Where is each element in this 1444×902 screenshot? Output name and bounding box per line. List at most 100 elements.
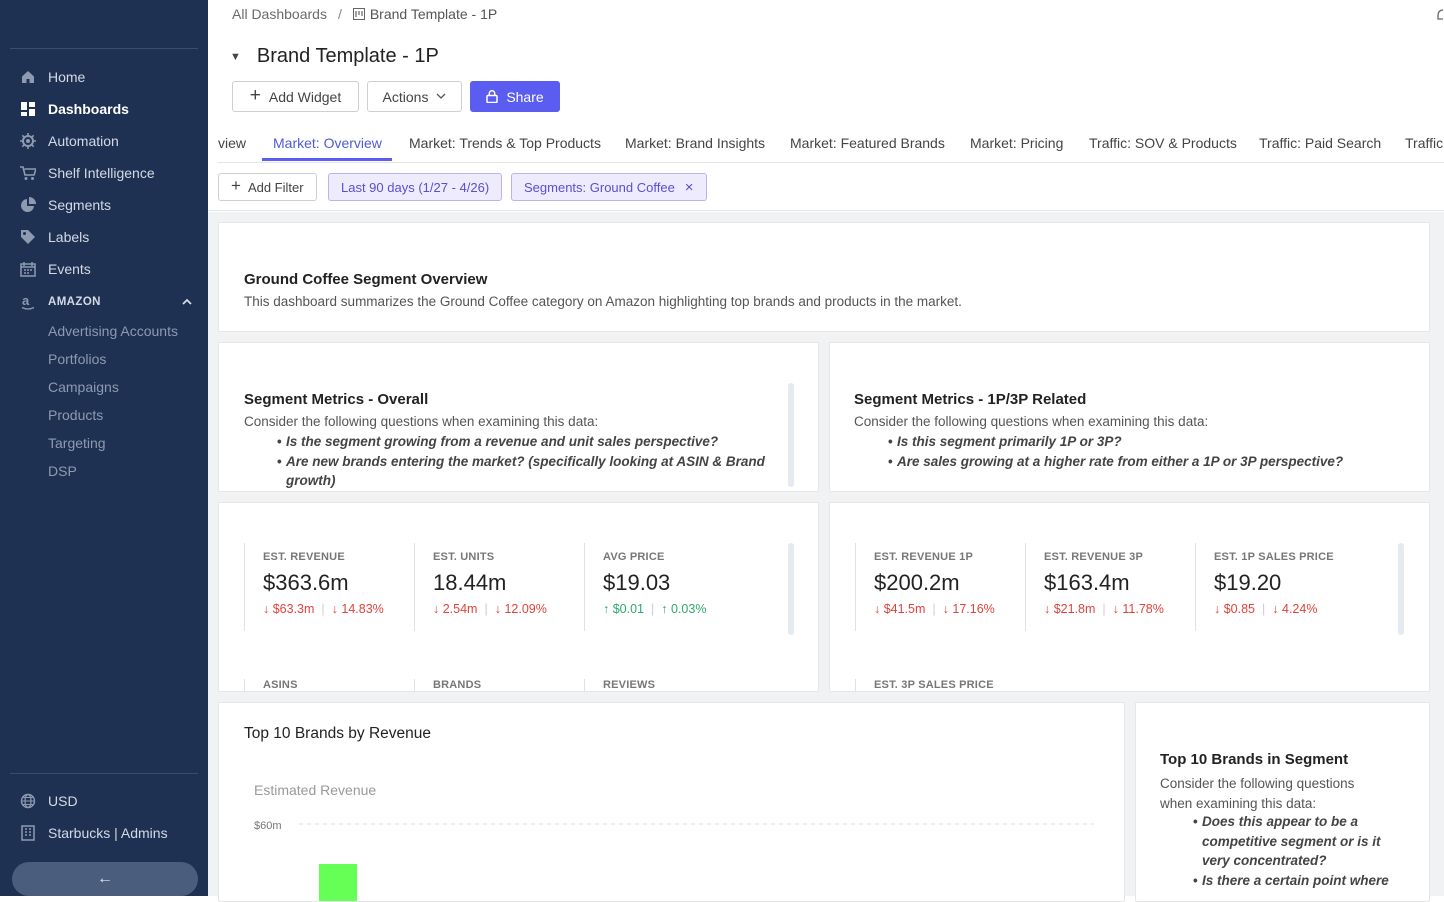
metric-value: $200.2m	[874, 570, 960, 595]
card-title: Top 10 Brands by Revenue	[244, 725, 431, 742]
page-title: Brand Template - 1P	[256, 45, 439, 67]
tab-traffic-paid-search[interactable]: Traffic: Paid Search	[1259, 135, 1382, 151]
tab-market-featured-brands[interactable]: Market: Featured Brands	[790, 135, 945, 151]
actions-button[interactable]: Actions	[367, 81, 462, 112]
tab-previous[interactable]: view	[218, 135, 247, 151]
tab-market-pricing[interactable]: Market: Pricing	[970, 135, 1064, 151]
nav-label: USD	[48, 793, 78, 809]
nav-sub-campaigns[interactable]: Campaigns	[48, 379, 119, 395]
metric-label: EST. UNITS	[433, 551, 495, 563]
plus-icon: +	[249, 84, 261, 106]
nav-label: Starbucks | Admins	[48, 825, 168, 841]
revenue-bar-chart: Estimated Revenue $60m	[254, 782, 1094, 902]
bar[interactable]	[319, 864, 357, 902]
nav-sub-targeting[interactable]: Targeting	[48, 435, 106, 451]
chevron-down-icon	[436, 93, 446, 100]
scrollbar[interactable]	[788, 543, 794, 635]
cart-icon	[20, 165, 36, 181]
nav-label: Home	[48, 69, 86, 85]
nav-automation[interactable]: Automation	[20, 131, 119, 151]
dashboard-icon	[352, 8, 365, 20]
nav-label: Automation	[48, 133, 119, 149]
nav-dashboards[interactable]: Dashboards	[20, 99, 129, 119]
dashboard-tabs: view Market: Overview Market: Trends & T…	[218, 122, 1444, 163]
add-filter-button[interactable]: + Add Filter	[218, 173, 317, 201]
nav-label: Events	[48, 261, 91, 277]
question-item: Is the segment growing from a revenue an…	[277, 432, 786, 452]
chevron-up-icon	[182, 296, 192, 308]
tab-market-overview[interactable]: Market: Overview	[273, 135, 382, 151]
nav-sub-advertising-accounts[interactable]: Advertising Accounts	[48, 323, 178, 339]
change-abs: ↓ 2.54m	[433, 602, 478, 616]
metric-est-1p-sales-price: EST. 1P SALES PRICE $19.20 ↓ $0.85 | ↓ 4.2…	[1195, 543, 1364, 631]
change-pct: ↑ 0.03%	[661, 602, 707, 616]
nav-sub-dsp[interactable]: DSP	[48, 463, 77, 479]
question-item: Is this segment primarily 1P or 3P?	[888, 432, 1417, 452]
segment-filter[interactable]: Segments: Ground Coffee ×	[511, 173, 707, 201]
tab-market-trends[interactable]: Market: Trends & Top Products	[409, 135, 601, 151]
nav-labels[interactable]: Labels	[20, 227, 89, 247]
change-pct: ↓ 12.09%	[494, 602, 547, 616]
gear-icon	[20, 133, 36, 149]
dashboard-canvas: Ground Coffee Segment Overview This dash…	[208, 212, 1444, 902]
change-pct: ↓ 17.16%	[942, 602, 995, 616]
metrics-overall-widget: EST. REVENUE $363.6m ↓ $63.3m | ↓ 14.83% E…	[218, 502, 819, 692]
metric-label: EST. REVENUE 1P	[874, 551, 973, 563]
card-intro: Consider the following questions when ex…	[1160, 776, 1355, 811]
metric-est-units: EST. UNITS 18.44m ↓ 2.54m | ↓ 12.09%	[414, 543, 583, 631]
nav-segments[interactable]: Segments	[20, 195, 111, 215]
nav-sub-products[interactable]: Products	[48, 407, 104, 423]
nav-section-label: AMAZON	[48, 296, 101, 308]
nav-shelf-intelligence[interactable]: Shelf Intelligence	[20, 163, 155, 183]
lock-icon	[486, 90, 499, 103]
change-abs: ↓ $0.85	[1214, 602, 1256, 616]
nav-events[interactable]: Events	[20, 259, 91, 279]
metric-label: EST. REVENUE	[263, 551, 345, 563]
overview-card-text: This dashboard summarizes the Ground Cof…	[244, 294, 962, 309]
metric-label: REVIEWS	[584, 679, 655, 691]
metric-change: ↓ $41.5m | ↓ 17.16%	[874, 602, 995, 616]
sidebar: Home Dashboards Automation Shelf Intelli…	[0, 0, 208, 896]
nav-currency[interactable]: USD	[20, 791, 78, 811]
collapse-sidebar-button[interactable]: ←	[12, 862, 198, 896]
breadcrumb: All Dashboards / Brand Template - 1P	[232, 6, 497, 22]
add-widget-button[interactable]: + Add Widget	[232, 81, 359, 112]
nav-label: Segments	[48, 197, 112, 213]
date-range-label: Last 90 days (1/27 - 4/26)	[341, 179, 490, 195]
nav-sub-portfolios[interactable]: Portfolios	[48, 351, 107, 367]
page-title-row: ▼ Brand Template - 1P	[230, 45, 439, 68]
metric-est-revenue-1p: EST. REVENUE 1P $200.2m ↓ $41.5m | ↓ 17.16…	[855, 543, 1024, 631]
nav-label: Labels	[48, 229, 90, 245]
pie-icon	[20, 197, 36, 213]
change-abs: ↓ $41.5m	[874, 602, 926, 616]
scrollbar[interactable]	[788, 383, 794, 487]
scrollbar[interactable]	[1398, 543, 1404, 635]
nav-account[interactable]: Starbucks | Admins	[20, 823, 168, 843]
breadcrumb-current-label: Brand Template - 1P	[369, 6, 498, 22]
metric-est-revenue: EST. REVENUE $363.6m ↓ $63.3m | ↓ 14.83%	[244, 543, 413, 631]
tab-traffic-sov[interactable]: Traffic: SOV & Products	[1089, 135, 1237, 151]
notification-icon[interactable]	[1436, 8, 1444, 22]
share-label: Share	[506, 88, 544, 105]
nav-label: Shelf Intelligence	[48, 165, 155, 181]
nav-home[interactable]: Home	[20, 67, 85, 87]
share-button[interactable]: Share	[470, 81, 560, 112]
building-icon	[20, 825, 36, 841]
actions-label: Actions	[382, 88, 429, 105]
dashboard-icon	[20, 101, 36, 117]
metric-label: EST. REVENUE 3P	[1044, 551, 1143, 563]
date-range-filter[interactable]: Last 90 days (1/27 - 4/26)	[328, 173, 503, 201]
title-caret-icon[interactable]: ▼	[230, 50, 241, 63]
change-pct: ↓ 11.78%	[1112, 602, 1164, 616]
close-icon[interactable]: ×	[684, 178, 694, 196]
nav-section-amazon[interactable]: a AMAZON	[20, 292, 192, 312]
metric-value: $363.6m	[263, 570, 349, 595]
tab-traffic-next[interactable]: Traffic:	[1405, 135, 1444, 151]
metric-label: ASINS	[244, 679, 298, 691]
question-item: Are new brands entering the market? (spe…	[277, 452, 786, 491]
change-abs: ↓ $63.3m	[263, 602, 315, 616]
tab-market-brand-insights[interactable]: Market: Brand Insights	[625, 135, 766, 151]
breadcrumb-root-link[interactable]: All Dashboards	[232, 6, 327, 22]
metric-avg-price: AVG PRICE $19.03 ↑ $0.01 | ↑ 0.03%	[584, 543, 753, 631]
card-title: Top 10 Brands in Segment	[1160, 751, 1349, 768]
